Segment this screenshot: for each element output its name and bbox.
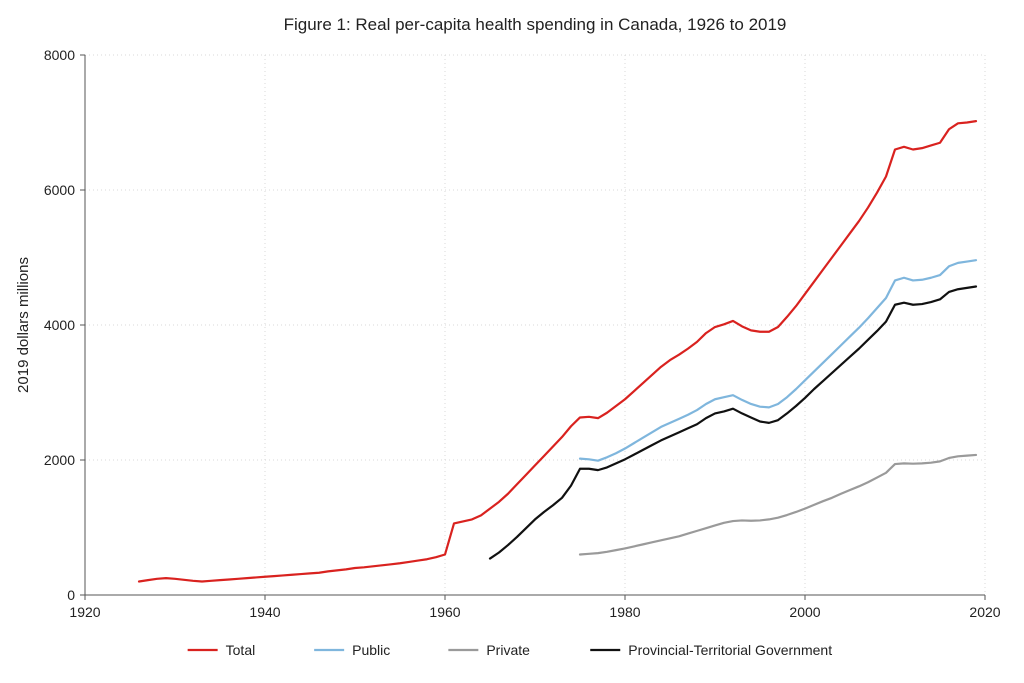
chart-background bbox=[0, 0, 1024, 683]
legend-label-provterr: Provincial-Territorial Government bbox=[628, 642, 832, 658]
x-tick-label: 2020 bbox=[969, 604, 1000, 620]
chart-title: Figure 1: Real per-capita health spendin… bbox=[284, 15, 787, 34]
chart-svg: 1920 1940 1960 1980 2000 2020 0 2000 4000 6000 800… bbox=[0, 0, 1024, 683]
x-tick-label: 1980 bbox=[609, 604, 640, 620]
y-tick-label: 0 bbox=[67, 587, 75, 603]
legend-label-private: Private bbox=[486, 642, 530, 658]
y-tick-label: 6000 bbox=[44, 182, 75, 198]
legend-label-total: Total bbox=[226, 642, 256, 658]
y-tick-label: 4000 bbox=[44, 317, 75, 333]
y-axis-label: 2019 dollars millions bbox=[15, 257, 32, 393]
x-tick-label: 2000 bbox=[789, 604, 820, 620]
chart-container: 1920 1940 1960 1980 2000 2020 0 2000 4000 6000 800… bbox=[0, 0, 1024, 683]
y-tick-label: 2000 bbox=[44, 452, 75, 468]
x-tick-label: 1960 bbox=[429, 604, 460, 620]
x-tick-label: 1940 bbox=[249, 604, 280, 620]
y-tick-label: 8000 bbox=[44, 47, 75, 63]
legend-label-public: Public bbox=[352, 642, 390, 658]
x-tick-label: 1920 bbox=[69, 604, 100, 620]
